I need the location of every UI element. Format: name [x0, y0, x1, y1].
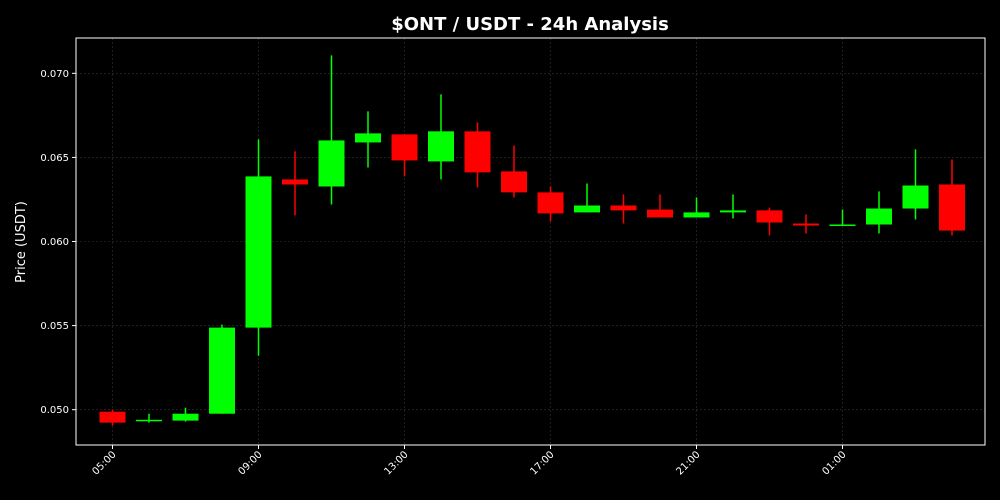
candle-body	[574, 205, 600, 213]
y-tick-label: 0.065	[40, 153, 69, 164]
candle-body	[866, 208, 892, 225]
candle-body	[464, 131, 491, 173]
candle-body	[793, 223, 819, 226]
y-tick-label: 0.055	[40, 321, 69, 332]
candle-body	[683, 212, 710, 218]
candle-body	[537, 192, 564, 214]
plot-frame	[75, 37, 986, 446]
candle-body	[756, 210, 783, 223]
candle-body	[720, 210, 746, 213]
candle-body	[391, 134, 418, 161]
y-tick-label: 0.050	[40, 405, 69, 416]
candle-body	[99, 411, 126, 423]
candle-body	[282, 179, 308, 185]
y-tick-label: 0.060	[40, 237, 69, 248]
candle-body	[318, 140, 345, 187]
candle-body	[355, 133, 381, 143]
candle-body	[647, 209, 673, 218]
candle-body	[610, 205, 637, 211]
candle-body	[245, 176, 272, 328]
y-axis-label: Price (USDT)	[14, 201, 29, 283]
candle-body	[829, 224, 856, 227]
candle-body	[172, 413, 199, 421]
candle-body	[939, 184, 965, 231]
chart-title: $ONT / USDT - 24h Analysis	[391, 14, 669, 35]
candle-body	[902, 185, 929, 209]
candle-body	[209, 327, 235, 414]
candle-body	[501, 171, 527, 193]
candle-body	[136, 419, 162, 422]
y-tick-label: 0.070	[40, 69, 69, 80]
candle-body	[428, 131, 454, 162]
